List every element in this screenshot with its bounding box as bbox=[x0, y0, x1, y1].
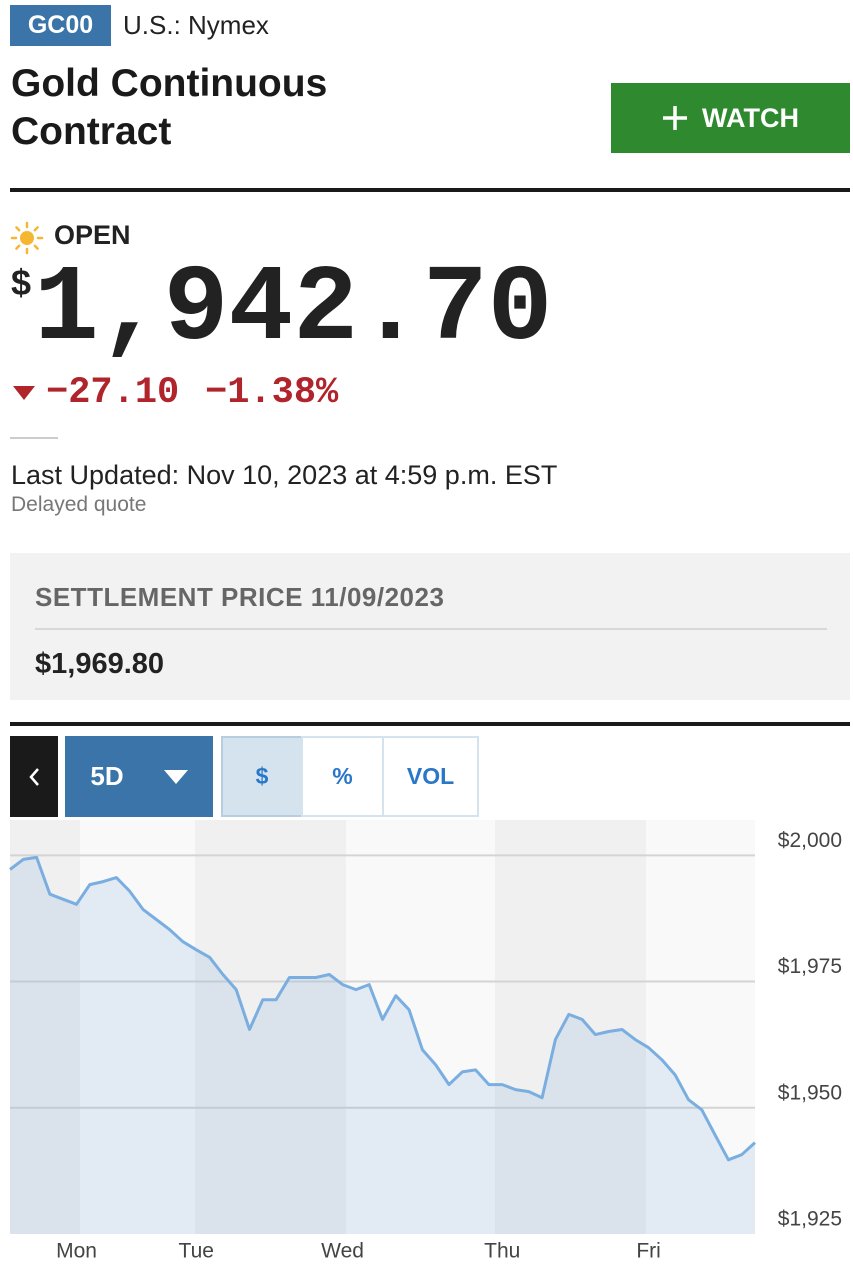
mode-button[interactable]: % bbox=[301, 736, 384, 817]
settlement-price: $1,969.80 bbox=[35, 648, 165, 680]
price: 1,942.70 bbox=[34, 249, 553, 371]
watch-label: WATCH bbox=[702, 102, 799, 133]
down-arrow bbox=[13, 386, 35, 400]
y-tick-label: $1,925 bbox=[778, 1208, 842, 1231]
range-label: 5D bbox=[90, 761, 124, 791]
short-rule bbox=[10, 437, 58, 439]
y-tick-label: $2,000 bbox=[778, 829, 842, 852]
y-tick-label: $1,950 bbox=[778, 1081, 842, 1104]
range-dropdown[interactable]: 5D bbox=[65, 736, 213, 817]
mode-label: VOL bbox=[406, 763, 455, 789]
settlement-label: SETTLEMENT PRICE 11/09/2023 bbox=[35, 582, 445, 612]
instrument-title: Gold Continuous Contract bbox=[11, 62, 328, 153]
mode-button[interactable]: $ bbox=[221, 736, 303, 817]
price-line bbox=[9, 855, 757, 1162]
y-tick-label: $1,975 bbox=[778, 955, 842, 978]
x-tick-label: Fri bbox=[636, 1240, 661, 1263]
divider bbox=[10, 188, 850, 192]
price-chart: $1,925 $1,950 $1,975 $2,000 Mon Tue Wed Thu Fri bbox=[9, 820, 842, 1263]
ticker-badge: GC00 bbox=[10, 5, 111, 46]
day-band bbox=[646, 820, 755, 1234]
divider bbox=[10, 722, 850, 726]
mode-label: $ bbox=[255, 763, 269, 789]
delayed-note: Delayed quote bbox=[11, 493, 147, 516]
caret-icon bbox=[163, 769, 188, 784]
watch-button[interactable]: WATCH bbox=[611, 83, 850, 153]
back-button[interactable] bbox=[10, 736, 58, 817]
chevron-icon bbox=[29, 767, 39, 786]
last-updated: Last Updated: Nov 10, 2023 at 4:59 p.m. … bbox=[11, 460, 558, 490]
day-band bbox=[80, 820, 195, 1234]
x-tick-label: Mon bbox=[56, 1240, 97, 1263]
day-band bbox=[346, 820, 495, 1234]
x-tick-label: Thu bbox=[484, 1240, 520, 1263]
market-status: OPEN bbox=[54, 220, 131, 250]
mode-label: % bbox=[332, 763, 353, 789]
sun-icon bbox=[10, 221, 44, 255]
change-percent: −1.38% bbox=[205, 372, 339, 414]
change: −27.10 bbox=[46, 372, 180, 414]
plus-icon bbox=[663, 106, 687, 130]
x-tick-label: Tue bbox=[179, 1240, 214, 1263]
settlement-panel: SETTLEMENT PRICE 11/09/2023 $1,969.80 bbox=[10, 553, 850, 700]
mode-button[interactable]: VOL bbox=[382, 736, 479, 817]
currency-symbol: $ bbox=[11, 262, 32, 303]
exchange: U.S.: Nymex bbox=[123, 10, 269, 40]
divider bbox=[35, 628, 827, 630]
price-area bbox=[10, 857, 755, 1234]
x-tick-label: Wed bbox=[321, 1240, 364, 1263]
